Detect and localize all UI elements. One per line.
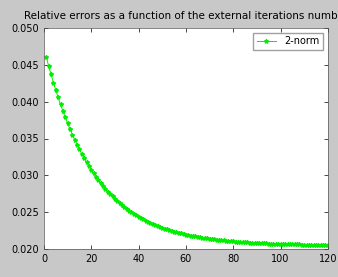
Line: 2-norm: 2-norm xyxy=(44,55,330,247)
2-norm xyxy=(238,240,242,243)
2-norm xyxy=(326,243,330,247)
Title: Relative errors as a function of the external iterations number: Relative errors as a function of the ext… xyxy=(24,11,338,21)
2-norm xyxy=(120,203,124,207)
2-norm xyxy=(44,56,48,59)
2-norm xyxy=(267,242,271,245)
2-norm xyxy=(316,243,320,247)
Legend: 2-norm: 2-norm xyxy=(253,33,323,50)
2-norm xyxy=(200,236,204,239)
2-norm xyxy=(103,187,107,191)
